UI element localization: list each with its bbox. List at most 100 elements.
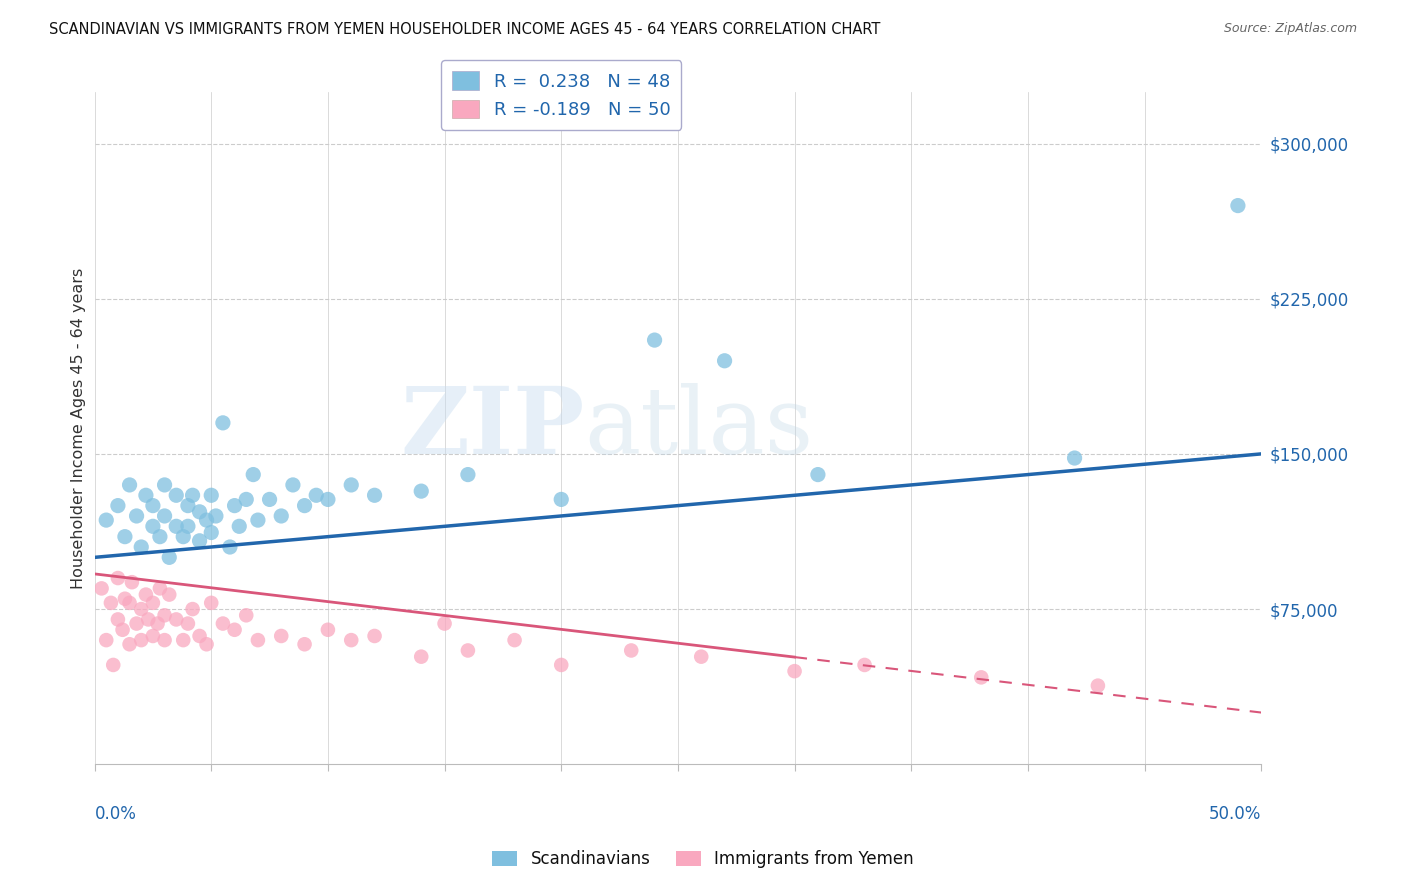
Point (294, 499, 316, 513)
Point (259, 492, 281, 507)
Point (142, 596, 165, 610)
Point (195, 513, 218, 527)
Point (118, 478, 141, 492)
Point (690, 649, 713, 664)
Point (129, 602, 152, 616)
Point (281, 478, 304, 492)
Point (205, 508, 228, 523)
Point (149, 582, 172, 596)
Point (363, 488, 385, 502)
Point (783, 664, 806, 678)
Point (125, 616, 148, 631)
Point (411, 484, 433, 499)
Point (235, 492, 257, 507)
Point (807, 467, 830, 482)
Point (228, 519, 250, 533)
Point (363, 629, 385, 643)
Point (118, 596, 141, 610)
Point (114, 530, 136, 544)
Point (149, 530, 172, 544)
Point (153, 633, 176, 648)
Text: 0.0%: 0.0% (94, 805, 136, 822)
Point (195, 637, 218, 651)
Point (165, 519, 187, 533)
Point (644, 333, 666, 347)
Point (136, 612, 159, 626)
Point (853, 657, 876, 672)
Text: SCANDINAVIAN VS IMMIGRANTS FROM YEMEN HOUSEHOLDER INCOME AGES 45 - 64 YEARS CORR: SCANDINAVIAN VS IMMIGRANTS FROM YEMEN HO… (49, 22, 880, 37)
Point (96, 513, 118, 527)
Point (200, 596, 222, 610)
Point (153, 508, 176, 523)
Point (411, 649, 433, 664)
Point (1063, 450, 1085, 465)
Point (90, 582, 112, 596)
Point (457, 467, 479, 482)
Point (1226, 198, 1249, 212)
Point (177, 519, 200, 533)
Point (142, 499, 165, 513)
Point (146, 616, 169, 631)
Y-axis label: Householder Income Ages 45 - 64 years: Householder Income Ages 45 - 64 years (72, 268, 86, 589)
Point (157, 550, 180, 565)
Point (305, 488, 328, 502)
Point (135, 588, 157, 602)
Point (200, 488, 222, 502)
Point (107, 571, 129, 585)
Point (270, 629, 292, 643)
Point (188, 629, 211, 643)
Point (620, 643, 643, 657)
Point (129, 540, 152, 554)
Point (235, 608, 257, 623)
Point (107, 612, 129, 626)
Point (550, 657, 572, 672)
Point (316, 492, 339, 507)
Point (550, 492, 572, 507)
Point (157, 588, 180, 602)
Point (142, 629, 165, 643)
Point (212, 616, 235, 631)
Point (100, 596, 122, 610)
Point (188, 533, 211, 548)
Point (316, 623, 339, 637)
Point (107, 499, 129, 513)
Point (242, 467, 264, 482)
Point (114, 591, 136, 606)
Point (121, 575, 143, 590)
Point (188, 505, 211, 519)
Point (224, 623, 246, 637)
Point (111, 623, 134, 637)
Point (177, 616, 200, 631)
Point (165, 488, 187, 502)
Point (177, 499, 200, 513)
Point (153, 478, 176, 492)
Point (172, 530, 194, 544)
Point (294, 637, 316, 651)
Point (103, 657, 125, 672)
Point (246, 633, 269, 648)
Point (270, 508, 292, 523)
Point (172, 633, 194, 648)
Text: Source: ZipAtlas.com: Source: ZipAtlas.com (1223, 22, 1357, 36)
Point (118, 637, 141, 651)
Point (129, 633, 152, 648)
Point (219, 540, 242, 554)
Point (212, 416, 235, 430)
Text: atlas: atlas (585, 383, 814, 473)
Point (503, 633, 526, 648)
Point (246, 513, 269, 527)
Point (200, 525, 222, 540)
Point (1087, 679, 1109, 693)
Text: ZIP: ZIP (401, 383, 585, 473)
Point (142, 519, 165, 533)
Point (181, 602, 204, 616)
Point (181, 488, 204, 502)
Point (713, 353, 735, 368)
Point (340, 633, 363, 648)
Text: 50.0%: 50.0% (1209, 805, 1261, 822)
Point (224, 499, 246, 513)
Point (457, 643, 479, 657)
Point (165, 612, 187, 626)
Point (970, 670, 993, 684)
Point (96, 633, 118, 648)
